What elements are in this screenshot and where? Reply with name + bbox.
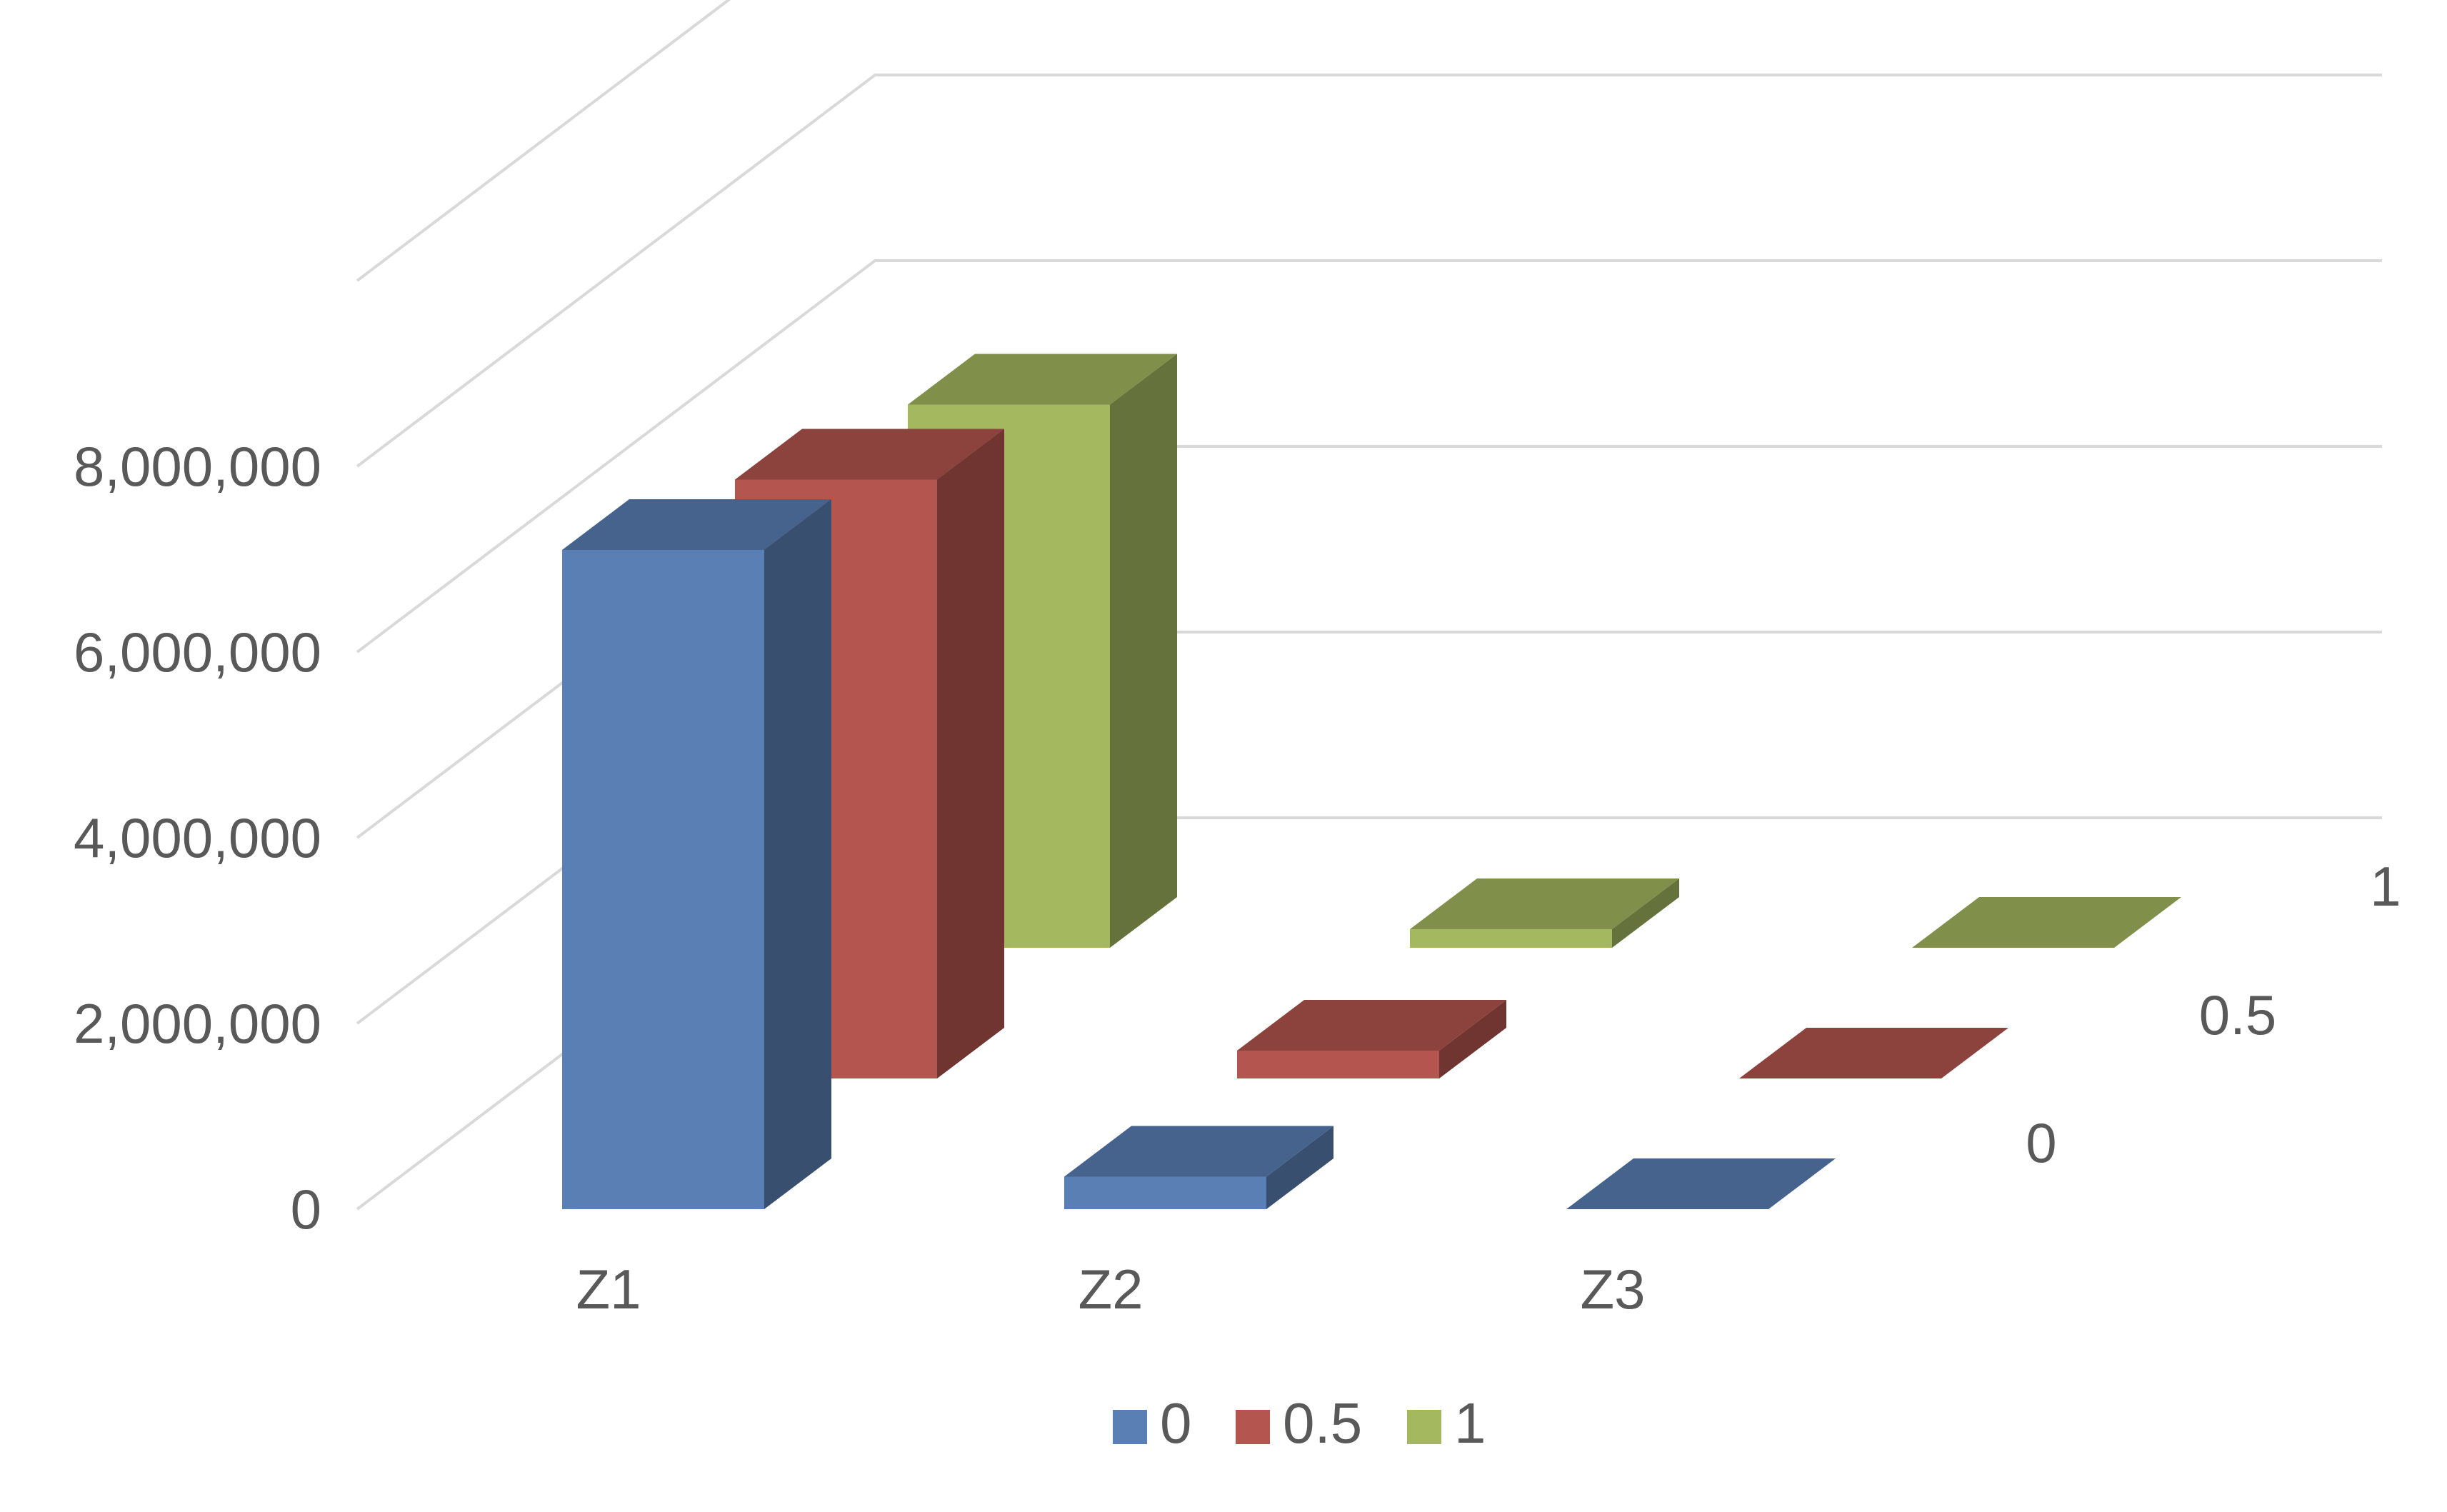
legend-label: 0 xyxy=(1160,1391,1192,1455)
bars xyxy=(562,354,2181,1209)
bar-z2-series-0.5 xyxy=(1237,1000,1506,1078)
legend-item: 1 xyxy=(1407,1391,1486,1455)
legend-swatch xyxy=(1236,1410,1270,1444)
depth-axis-label: 0 xyxy=(2026,1111,2056,1174)
bar-z2-series-0 xyxy=(1064,1126,1333,1209)
bar-z2-series-1 xyxy=(1410,878,1679,948)
legend-label: 1 xyxy=(1454,1391,1486,1455)
y-axis-ticks: 0 2,000,000 4,000,000 6,000,000 8,000,000 xyxy=(74,435,321,1241)
y-tick-label: 4,000,000 xyxy=(74,806,321,869)
legend: 0 0.5 1 xyxy=(1113,1391,1486,1455)
legend-item: 0.5 xyxy=(1236,1391,1362,1455)
y-tick-label: 2,000,000 xyxy=(74,992,321,1055)
bar-z3-series-0.5 xyxy=(1739,1028,2008,1078)
category-label: Z1 xyxy=(576,1258,641,1321)
x-axis-categories: Z1 Z2 Z3 xyxy=(576,1258,1645,1321)
bar-z1-series-0 xyxy=(562,499,831,1209)
legend-swatch xyxy=(1113,1410,1147,1444)
y-tick-label: 8,000,000 xyxy=(74,435,321,498)
depth-axis-label: 0.5 xyxy=(2199,983,2276,1046)
depth-axis-label: 1 xyxy=(2370,855,2401,918)
gridline xyxy=(356,0,731,282)
legend-label: 0.5 xyxy=(1283,1391,1362,1455)
depth-axis-labels: 00.51 xyxy=(2026,855,2401,1174)
gridline xyxy=(356,74,2382,468)
category-label: Z3 xyxy=(1580,1258,1645,1321)
bar-z3-series-1 xyxy=(1912,897,2181,948)
bar-z3-series-0 xyxy=(1566,1158,1836,1209)
y-tick-label: 0 xyxy=(291,1178,321,1241)
legend-swatch xyxy=(1407,1410,1441,1444)
legend-item: 0 xyxy=(1113,1391,1192,1455)
y-tick-label: 6,000,000 xyxy=(74,621,321,684)
gridline xyxy=(356,259,2382,654)
category-label: Z2 xyxy=(1078,1258,1143,1321)
